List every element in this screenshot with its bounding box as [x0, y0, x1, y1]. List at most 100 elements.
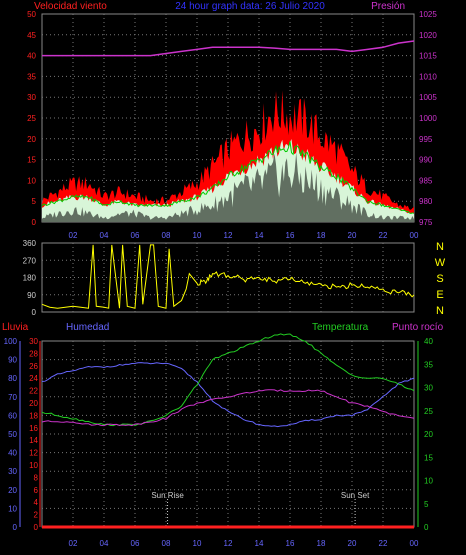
temperature-y-tick-label: 4	[34, 498, 39, 507]
right-y-tick-label: 25	[424, 407, 433, 416]
temperature-axis-title: Temperatura	[312, 322, 369, 333]
temperature-y-tick-label: 26	[29, 362, 38, 371]
humidity-y-tick-label: 70	[8, 393, 17, 402]
humidity-y-tick-label: 100	[4, 337, 18, 346]
wind-y-tick-label: 40	[27, 52, 36, 61]
rain-axis-title: Lluvia	[2, 322, 29, 333]
chart-title: 24 hour graph data: 26 Julio 2020	[175, 1, 325, 12]
wind-x-tick-label: 08	[162, 231, 171, 240]
wind-direction-line	[41, 244, 415, 309]
wind-y-tick-label: 5	[32, 197, 37, 206]
pressure-y-tick-label: 1010	[419, 72, 437, 81]
wind-y-tick-label: 0	[32, 218, 37, 227]
humidity-y-tick-label: 30	[8, 467, 17, 476]
direction-compass-label: S	[436, 273, 443, 285]
wind-panel: 0510152025303540455097598098599099510001…	[27, 10, 437, 240]
wind-min-area	[42, 152, 414, 222]
temp-humidity-x-tick-label: 00	[410, 539, 419, 548]
wind-x-tick-label: 04	[100, 231, 109, 240]
wind-average-line	[41, 141, 415, 215]
direction-compass-label: E	[436, 289, 443, 301]
pressure-y-tick-label: 995	[419, 135, 433, 144]
right-y-tick-label: 15	[424, 453, 433, 462]
humidity-y-tick-label: 60	[8, 411, 17, 420]
right-y-tick-label: 35	[424, 360, 433, 369]
wind-y-tick-label: 15	[27, 156, 36, 165]
wind-x-tick-label: 06	[131, 231, 140, 240]
humidity-y-tick-label: 20	[8, 486, 17, 495]
wind-x-tick-label: 02	[69, 231, 78, 240]
wind-y-tick-label: 10	[27, 176, 36, 185]
temp-humidity-x-tick-label: 16	[286, 539, 295, 548]
wind-x-tick-label: 16	[286, 231, 295, 240]
temperature-y-tick-label: 6	[34, 486, 39, 495]
temperature-y-tick-label: 12	[29, 449, 38, 458]
temp-humidity-x-tick-label: 08	[162, 539, 171, 548]
temperature-y-tick-label: 8	[34, 473, 39, 482]
wind-y-tick-label: 30	[27, 93, 36, 102]
right-y-tick-label: 30	[424, 384, 433, 393]
temperature-y-tick-label: 22	[29, 387, 38, 396]
direction-y-tick-label: 360	[23, 239, 37, 248]
temperature-y-tick-label: 16	[29, 424, 38, 433]
direction-y-tick-label: 0	[32, 308, 37, 317]
wind-x-tick-label: 18	[317, 231, 326, 240]
right-y-tick-label: 0	[424, 523, 429, 532]
right-y-tick-label: 5	[424, 500, 429, 509]
pressure-y-tick-label: 980	[419, 197, 433, 206]
wind-y-tick-label: 35	[27, 72, 36, 81]
humidity-line	[41, 362, 415, 428]
temperature-line	[41, 333, 415, 427]
wind-y-tick-label: 25	[27, 114, 36, 123]
pressure-axis-title: Presión	[371, 1, 405, 12]
pressure-y-tick-label: 985	[419, 176, 433, 185]
right-y-tick-label: 20	[424, 430, 433, 439]
wind-y-tick-label: 45	[27, 31, 36, 40]
temp-humidity-x-tick-label: 10	[193, 539, 202, 548]
temperature-y-tick-label: 0	[34, 523, 39, 532]
temp-humidity-x-tick-label: 06	[131, 539, 140, 548]
wind-x-tick-label: 10	[193, 231, 202, 240]
pressure-y-tick-label: 1005	[419, 93, 437, 102]
temperature-y-tick-label: 10	[29, 461, 38, 470]
temp-humidity-x-tick-label: 12	[224, 539, 233, 548]
right-y-tick-label: 40	[424, 337, 433, 346]
wind-y-tick-label: 20	[27, 135, 36, 144]
direction-y-tick-label: 90	[27, 291, 36, 300]
humidity-y-tick-label: 0	[13, 523, 18, 532]
pressure-y-tick-label: 1020	[419, 31, 437, 40]
direction-compass-label: N	[436, 305, 444, 317]
pressure-y-tick-label: 1025	[419, 10, 437, 19]
pressure-y-tick-label: 990	[419, 156, 433, 165]
wind-x-tick-label: 14	[255, 231, 264, 240]
right-y-tick-label: 10	[424, 477, 433, 486]
temp-humidity-x-tick-label: 02	[69, 539, 78, 548]
pressure-y-tick-label: 1000	[419, 114, 437, 123]
direction-y-tick-label: 270	[23, 256, 37, 265]
dewpoint-line	[41, 389, 415, 427]
temp-humidity-x-tick-label: 22	[379, 539, 388, 548]
temperature-y-tick-label: 24	[29, 374, 38, 383]
temp-humidity-x-tick-label: 14	[255, 539, 264, 548]
direction-y-tick-label: 180	[23, 274, 37, 283]
temp-humidity-x-tick-label: 04	[100, 539, 109, 548]
pressure-y-tick-label: 975	[419, 218, 433, 227]
wind-axis-title: Velocidad viento	[34, 1, 107, 12]
humidity-y-tick-label: 10	[8, 504, 17, 513]
temperature-y-tick-label: 14	[29, 436, 38, 445]
wind-y-tick-label: 50	[27, 10, 36, 19]
humidity-axis-title: Humedad	[66, 322, 109, 333]
temperature-y-tick-label: 28	[29, 349, 38, 358]
humidity-y-tick-label: 80	[8, 374, 17, 383]
temperature-y-tick-label: 2	[34, 511, 39, 520]
wind-x-tick-label: 00	[410, 231, 419, 240]
direction-compass-label: W	[435, 257, 446, 269]
temp-humidity-x-tick-label: 20	[348, 539, 357, 548]
humidity-y-tick-label: 90	[8, 356, 17, 365]
sun-event-label: Sun Set	[341, 491, 370, 500]
wind-x-tick-label: 20	[348, 231, 357, 240]
direction-compass-label: N	[436, 241, 444, 253]
wind-x-tick-label: 22	[379, 231, 388, 240]
